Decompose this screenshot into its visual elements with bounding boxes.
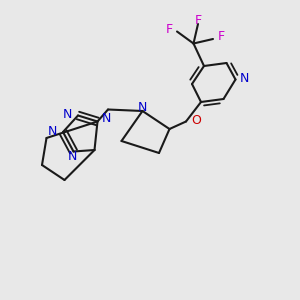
Text: F: F <box>194 14 202 27</box>
Text: F: F <box>218 30 225 43</box>
Text: N: N <box>138 101 147 114</box>
Text: N: N <box>102 112 111 125</box>
Text: O: O <box>191 114 201 128</box>
Text: N: N <box>48 125 58 139</box>
Text: N: N <box>67 150 77 164</box>
Text: N: N <box>63 108 73 121</box>
Text: N: N <box>240 71 249 85</box>
Text: F: F <box>165 22 172 36</box>
